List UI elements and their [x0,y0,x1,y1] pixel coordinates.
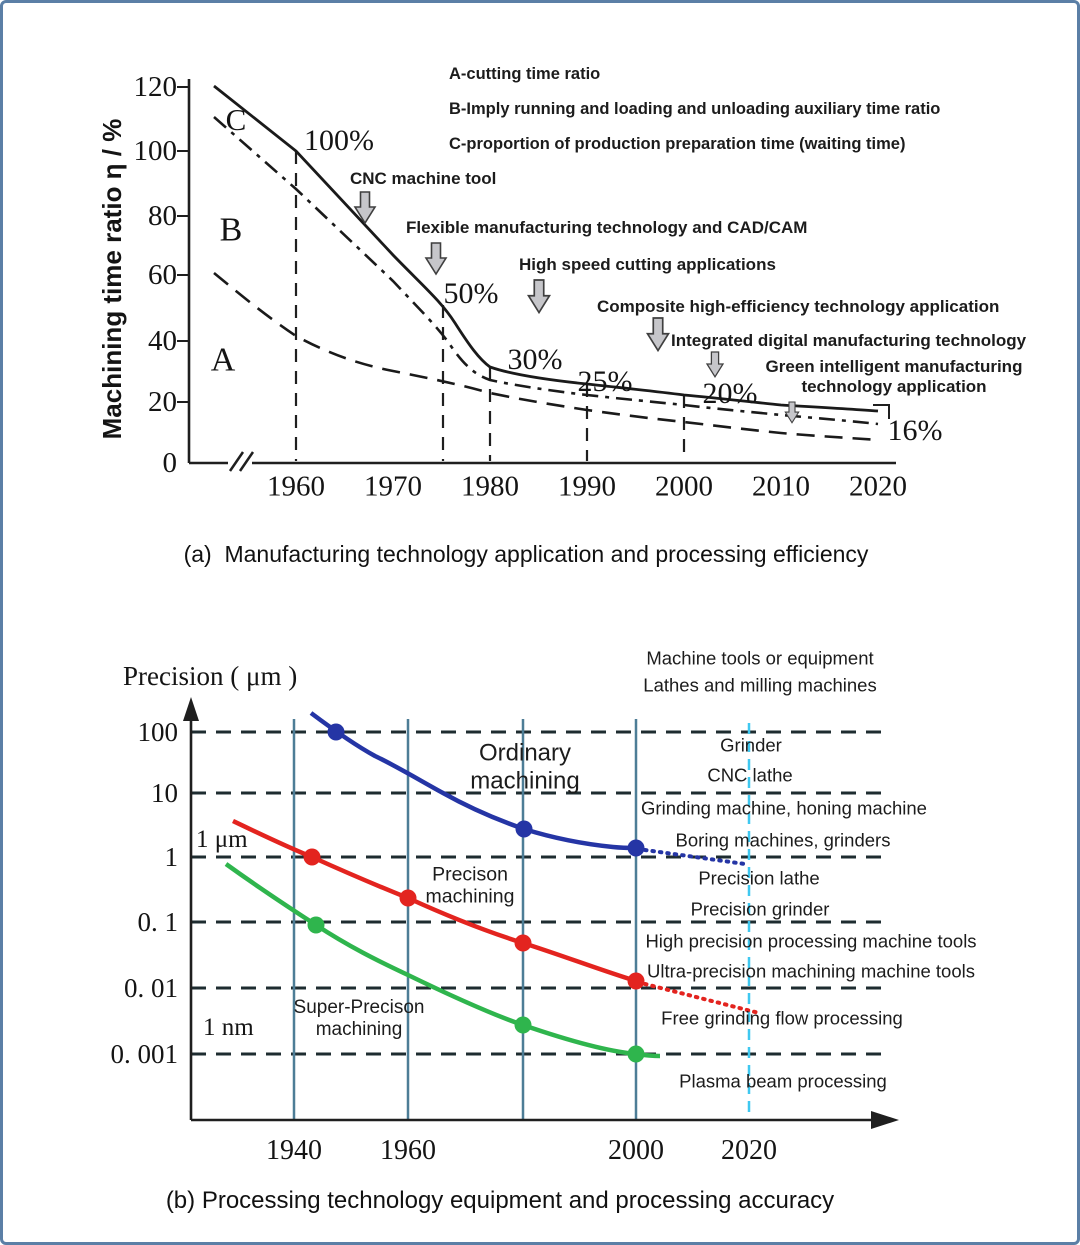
legend-c: C-proportion of production preparation t… [449,135,906,153]
marker-precision [627,972,645,990]
x-axis-arrowhead-icon [871,1111,899,1129]
x-tick-1940: 1940 [266,1134,322,1166]
equipment-grinder: Grinder [720,734,782,756]
curve-a-cutting-time [213,271,879,442]
milestone-composite: Composite high-efficiency technology app… [597,297,1000,316]
y-tick-10: 10 [151,778,178,808]
y-tick-0p001: 0. 001 [110,1039,179,1069]
y-tick-100: 100 [137,717,179,747]
figure-canvas [177,79,899,1129]
y-tick-0: 0 [162,447,178,479]
x-tick-1980: 1980 [461,470,519,503]
curve-a-label: A [210,341,236,379]
milestone-cnc: CNC machine tool [350,169,497,188]
label-16pct-bracket [873,404,890,419]
equipment-boring-grinders: Boring machines, grinders [675,829,891,851]
arrow-flexible-icon [424,242,448,276]
label-precision-machining: Precison machining [425,863,515,908]
x-tick-2020: 2020 [721,1134,777,1166]
marker-precision [303,848,321,866]
pct-50: 50% [443,276,499,310]
marker-precision [514,934,532,952]
axis-break-slash [238,451,255,472]
x-tick-2000: 2000 [655,470,713,503]
pct-25: 25% [577,364,633,398]
y-tick-60: 60 [148,259,177,291]
arrow-composite-icon [645,317,671,353]
equipment-high-precision: High precision processing machine tools [645,930,977,952]
curve-ordinary-dotted-extension [643,848,747,866]
unit-marker-1um: 1 μm [196,826,248,853]
x-tick-1960: 1960 [380,1134,436,1166]
chart-b-y-axis-title: Precision ( μm ) [123,661,298,691]
x-tick-1960: 1960 [267,470,325,503]
chart-a-graphics [177,79,896,472]
marker-super-precision [514,1016,532,1034]
axis-break-slash [228,451,245,472]
unit-marker-1nm: 1 nm [203,1014,254,1041]
y-tick-40: 40 [148,325,177,357]
axis-break-gap [228,459,252,466]
marker-super-precision [307,916,325,934]
x-tick-2010: 2010 [752,470,810,503]
y-tick-80: 80 [148,200,177,232]
marker-ordinary [327,723,345,741]
y-tick-20: 20 [148,386,177,418]
chart-b-caption: (b) Processing technology equipment and … [165,1187,835,1215]
marker-precision [399,889,417,907]
y-tick-100: 100 [133,135,178,167]
x-tick-2000: 2000 [608,1134,664,1166]
pct-16: 16% [887,413,943,447]
y-tick-0p1: 0. 1 [137,907,179,937]
curve-b-auxiliary-time [213,116,879,426]
curve-precision-dotted-extension [643,982,761,1015]
milestone-flexible: Flexible manufacturing technology and CA… [406,218,808,237]
equipment-ultra-precision: Ultra-precision machining machine tools [646,960,976,982]
curve-c-preparation-time [213,84,879,413]
curve-c-label: C [225,102,247,138]
equipment-grinding-honing: Grinding machine, honing machine [641,797,927,819]
y-tick-1: 1 [164,842,179,872]
equipment-free-grinding: Free grinding flow processing [661,1007,903,1029]
milestone-integrated: Integrated digital manufacturing technol… [671,331,1027,350]
marker-ordinary [515,820,533,838]
equipment-precision-grinder: Precision grinder [690,898,830,920]
y-tick-0p01: 0. 01 [124,973,178,1003]
arrow-highspeed-icon [526,279,552,315]
equipment-header-2: Lathes and milling machines [643,674,877,696]
marker-super-precision [627,1045,645,1063]
milestone-highspeed: High speed cutting applications [519,255,776,274]
x-tick-1970: 1970 [364,470,422,503]
y-axis-arrowhead-icon [183,697,199,721]
equipment-cnc-lathe: CNC lathe [707,764,793,786]
legend-b: B-Imply running and loading and unloadin… [449,100,941,118]
curve-b-label: B [219,211,243,249]
pct-20: 20% [702,376,758,410]
chart-a-caption: (a) Manufacturing technology application… [183,540,869,567]
milestone-green: Green intelligent manufacturing technolo… [765,357,1023,396]
chart-b-graphics [183,697,899,1129]
label-ordinary-machining: Ordinary machining [470,739,580,794]
marker-ordinary [627,839,645,857]
equipment-precision-lathe: Precision lathe [698,867,820,889]
x-tick-2020: 2020 [849,470,907,503]
legend-a: A-cutting time ratio [449,65,601,83]
pct-100: 100% [304,123,374,157]
equipment-plasma-beam: Plasma beam processing [679,1070,887,1092]
y-tick-120: 120 [133,71,178,103]
arrow-green-icon [784,401,800,424]
arrow-integrated-icon [705,351,725,379]
arrow-cnc-icon [353,191,377,225]
x-tick-1990: 1990 [558,470,616,503]
pct-30: 30% [507,342,563,376]
equipment-header-1: Machine tools or equipment [646,647,874,669]
label-super-precision-machining: Super-Precison machining [293,997,425,1040]
curve-ordinary-machining [309,711,637,851]
